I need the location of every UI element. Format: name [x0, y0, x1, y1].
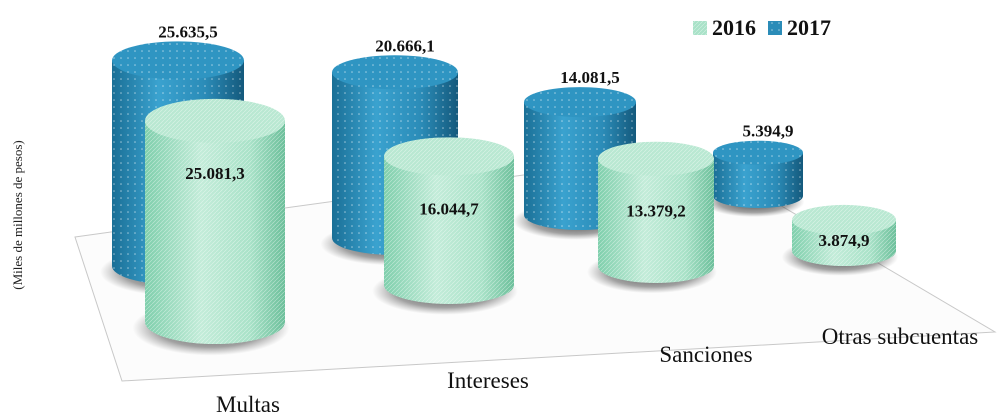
category-label-3: Otras subcuentas [822, 324, 979, 349]
legend-label-2016: 2016 [712, 15, 756, 40]
bar-2016-otras-subcuentas [792, 204, 896, 266]
bars [112, 41, 896, 344]
bar-2017-otras-subcuentas [713, 140, 803, 208]
value-label-2016-3: 3.874,9 [819, 231, 870, 250]
bar-2016-intereses [384, 137, 514, 304]
value-label-2017-2: 14.081,5 [560, 68, 620, 87]
legend-label-2017: 2017 [787, 15, 831, 40]
category-labels: Multas Intereses Sanciones Otras subcuentas [216, 324, 978, 417]
value-label-2016-1: 16.044,7 [419, 199, 479, 218]
value-label-2017-0: 25.635,5 [158, 22, 218, 41]
value-label-2017-1: 20.666,1 [375, 36, 435, 55]
y-axis-label: (Miles de millones de pesos) [10, 140, 25, 289]
value-labels: 25.635,5 25.081,3 20.666,1 16.044,7 14.081,5… [158, 22, 869, 250]
value-label-2016-0: 25.081,3 [185, 164, 245, 183]
category-label-1: Intereses [447, 368, 529, 393]
bar-2016-multas [145, 98, 285, 344]
legend-item-2016: 2016 [693, 15, 756, 40]
category-label-2: Sanciones [659, 342, 752, 367]
value-label-2017-3: 5.394,9 [743, 122, 794, 141]
value-label-2016-2: 13.379,2 [626, 202, 686, 221]
legend-item-2017: 2017 [768, 15, 831, 40]
legend: 2016 2017 [693, 15, 831, 40]
category-label-0: Multas [216, 392, 280, 417]
bar-2016-sanciones [598, 141, 714, 283]
